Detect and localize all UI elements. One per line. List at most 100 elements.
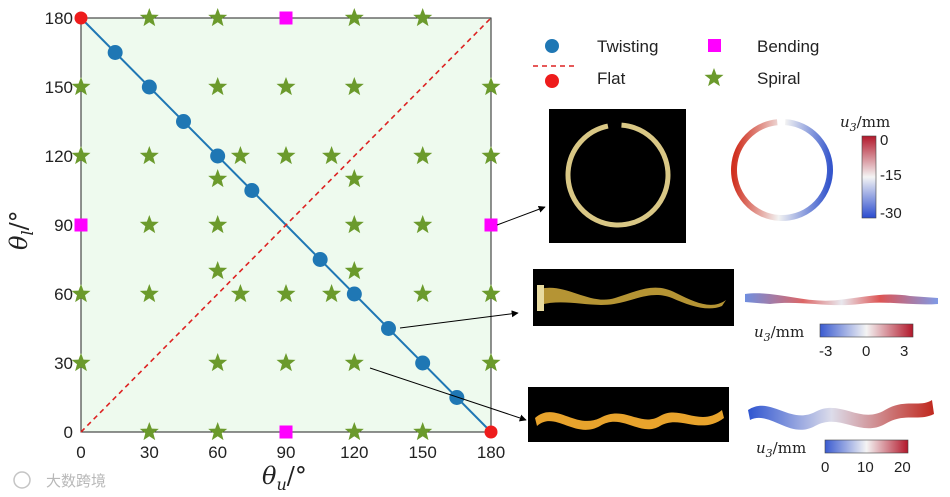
legend-bending-marker	[708, 39, 721, 52]
spiral-point	[230, 284, 250, 303]
bending-colorbar-tick: 0	[880, 132, 888, 149]
x-tick-label: 60	[208, 443, 227, 462]
twisting-point	[449, 390, 465, 405]
flat-point	[484, 425, 498, 439]
spiral-arrow	[369, 367, 527, 422]
spiral-point	[71, 77, 91, 96]
twisting-colorbar-label: u3/mm	[754, 323, 804, 344]
twisting-point	[244, 183, 260, 198]
x-axis-ticks: 0 30 60 90 120 150 180	[76, 443, 505, 462]
spiral-colorbar-tick: 10	[857, 459, 874, 476]
bending-photo	[549, 109, 686, 243]
twisting-point	[346, 286, 362, 302]
legend-twisting-label: Twisting	[597, 37, 658, 56]
y-tick-label: 150	[45, 78, 73, 97]
spiral-point	[139, 8, 159, 27]
spiral-point	[322, 284, 342, 303]
x-tick-label: 120	[340, 443, 368, 462]
twisting-point	[107, 45, 123, 60]
x-tick-label: 90	[277, 443, 296, 462]
spiral-point	[71, 284, 91, 303]
spiral-point	[344, 422, 364, 441]
spiral-point	[208, 353, 228, 372]
spiral-colorbar-label: u3/mm	[756, 439, 806, 460]
y-tick-label: 30	[54, 354, 73, 373]
twisting-colorbar-tick: 0	[862, 343, 870, 360]
spiral-point	[344, 353, 364, 372]
spiral-point	[208, 8, 228, 27]
spiral-panel: u3/mm 0 10 20	[528, 387, 934, 476]
watermark: 大数跨境	[13, 471, 106, 490]
x-tick-label: 0	[76, 443, 85, 462]
y-tick-label: 90	[54, 216, 73, 235]
x-tick-label: 180	[477, 443, 505, 462]
bending-colorbar	[861, 135, 877, 219]
spiral-point	[344, 215, 364, 234]
spiral-point	[413, 146, 433, 165]
y-tick-label: 60	[54, 285, 73, 304]
spiral-colorbar-tick: 0	[821, 459, 829, 476]
spiral-point	[413, 284, 433, 303]
bending-panel: u3/mm 0 -15 -30	[549, 109, 902, 243]
flat-line	[80, 17, 492, 433]
bending-point	[279, 11, 293, 25]
legend-bending-label: Bending	[757, 37, 819, 56]
legend-flat-label: Flat	[597, 69, 626, 88]
y-tick-label: 0	[64, 423, 73, 442]
spiral-point	[481, 77, 501, 96]
legend-spiral-label: Spiral	[757, 69, 800, 88]
bending-point	[279, 425, 293, 439]
spiral-point	[276, 77, 296, 96]
twisting-point	[210, 148, 226, 164]
spiral-colorbar	[824, 439, 909, 454]
spiral-point	[71, 353, 91, 372]
spiral-point	[481, 146, 501, 165]
twisting-photo-strip	[540, 287, 726, 309]
legend-spiral-marker	[704, 68, 724, 87]
y-axis-ticks: 0 30 60 90 120 150 180	[45, 9, 73, 442]
twisting-colorbar	[819, 323, 914, 338]
twisting-point	[381, 321, 396, 336]
twisting-point	[141, 79, 157, 95]
twisting-panel: u3/mm -3 0 3	[533, 269, 938, 360]
x-axis-label: θu/°	[262, 462, 307, 494]
spiral-point	[276, 146, 296, 165]
y-tick-label: 120	[45, 147, 73, 166]
twisting-sim-strip	[745, 293, 938, 306]
spiral-colorbar-tick: 20	[894, 459, 911, 476]
flat-point	[74, 11, 88, 25]
spiral-point	[208, 215, 228, 234]
spiral-point	[344, 77, 364, 96]
spiral-point	[230, 146, 250, 165]
y-axis-label: θl/°	[5, 210, 37, 250]
bending-arrow	[496, 205, 546, 226]
spiral-point	[208, 77, 228, 96]
spiral-point	[322, 146, 342, 165]
spiral-point	[139, 146, 159, 165]
spiral-point	[139, 284, 159, 303]
bending-colorbar-tick: -30	[880, 205, 902, 222]
x-tick-label: 30	[140, 443, 159, 462]
spiral-sim-strip	[748, 400, 934, 430]
bending-point	[484, 218, 498, 232]
bending-colorbar-tick: -15	[880, 167, 902, 184]
bending-colorbar-label: u3/mm	[840, 113, 890, 134]
spiral-point	[71, 146, 91, 165]
twisting-colorbar-tick: -3	[819, 343, 832, 360]
bending-photo-ring	[565, 122, 671, 228]
spiral-point	[344, 169, 364, 188]
spiral-point	[139, 215, 159, 234]
x-tick-label: 150	[408, 443, 436, 462]
twisting-colorbar-tick: 3	[900, 343, 908, 360]
bending-sim-ring	[731, 119, 833, 221]
spiral-point	[276, 284, 296, 303]
spiral-point	[139, 422, 159, 441]
watermark-logo-icon	[13, 471, 31, 489]
twisting-arrow	[399, 310, 519, 329]
spiral-point	[208, 169, 228, 188]
twisting-clamp	[537, 285, 544, 311]
spiral-point	[208, 261, 228, 280]
spiral-photo-strip	[535, 410, 724, 430]
legend-flat-marker	[545, 74, 559, 88]
